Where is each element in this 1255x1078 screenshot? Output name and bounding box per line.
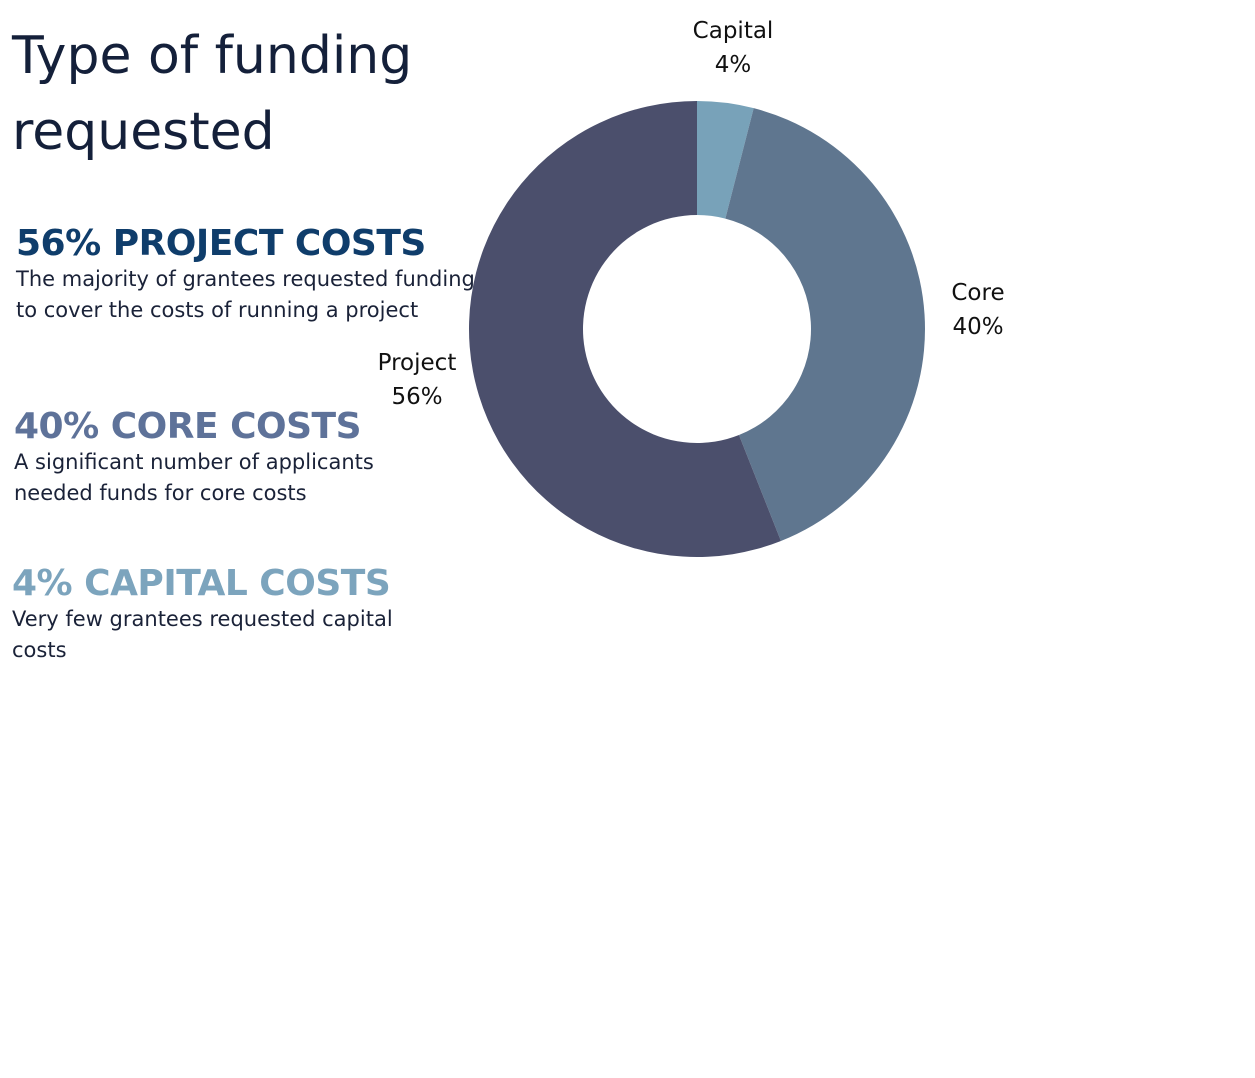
- capital-costs-text: Very few grantees requested capital cost…: [12, 607, 393, 662]
- value-label-capital: 4%: [715, 52, 752, 78]
- category-label-core: Core: [951, 280, 1004, 306]
- category-label-project: Project: [378, 350, 457, 376]
- core-costs-heading: 40% CORE COSTS: [14, 406, 362, 447]
- project-costs-heading: 56% PROJECT COSTS: [16, 223, 426, 264]
- slice-core: [725, 108, 925, 541]
- slice-project: [469, 101, 781, 557]
- capital-costs-block: 4% CAPITAL COSTS Very few grantees reque…: [12, 564, 442, 666]
- category-label-capital: Capital: [693, 18, 774, 44]
- value-label-core: 40%: [952, 314, 1003, 340]
- project-costs-block: 56% PROJECT COSTS The majority of grante…: [16, 224, 476, 326]
- slice-capital: [697, 101, 754, 219]
- project-costs-text: The majority of grantees requested fundi…: [16, 267, 475, 322]
- value-label-project: 56%: [391, 384, 442, 410]
- page-title: Type of funding requested: [12, 26, 413, 162]
- core-costs-block: 40% CORE COSTS A significant number of a…: [14, 407, 434, 509]
- core-costs-text: A significant number of applicants neede…: [14, 450, 374, 505]
- capital-costs-heading: 4% CAPITAL COSTS: [12, 563, 391, 604]
